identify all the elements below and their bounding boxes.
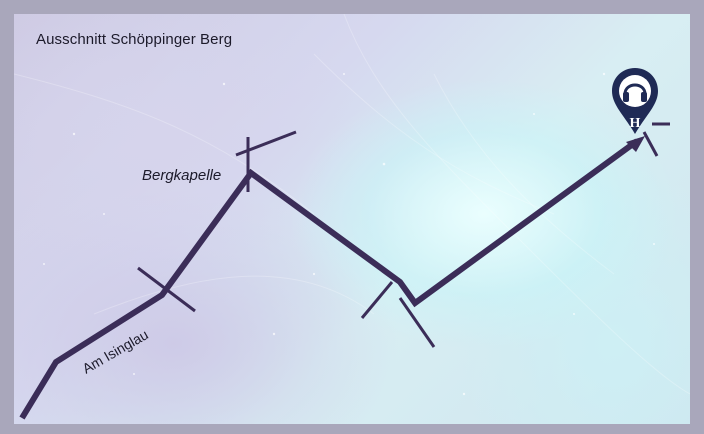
- destination-marker[interactable]: H: [612, 68, 658, 134]
- map-view[interactable]: Bergkapelle Am Isinglau H Ausschnitt Sch…: [14, 14, 690, 424]
- street-label-am-isinglau: Am Isinglau: [80, 326, 151, 376]
- background-texture: [14, 14, 690, 395]
- side-road: [360, 281, 394, 319]
- poi-label-bergkapelle: Bergkapelle: [142, 167, 221, 184]
- side-road: [235, 130, 297, 157]
- main-route: [19, 138, 639, 420]
- side-roads: [137, 122, 670, 348]
- side-road: [398, 297, 436, 348]
- marker-letter: H: [630, 116, 641, 131]
- route-arrow-icon: [626, 136, 645, 152]
- sparkles: [43, 72, 655, 396]
- side-road: [642, 131, 659, 157]
- map-canvas: Bergkapelle Am Isinglau H: [14, 14, 690, 420]
- map-title: Ausschnitt Schöppinger Berg: [36, 31, 233, 48]
- headphones-icon: [623, 83, 647, 102]
